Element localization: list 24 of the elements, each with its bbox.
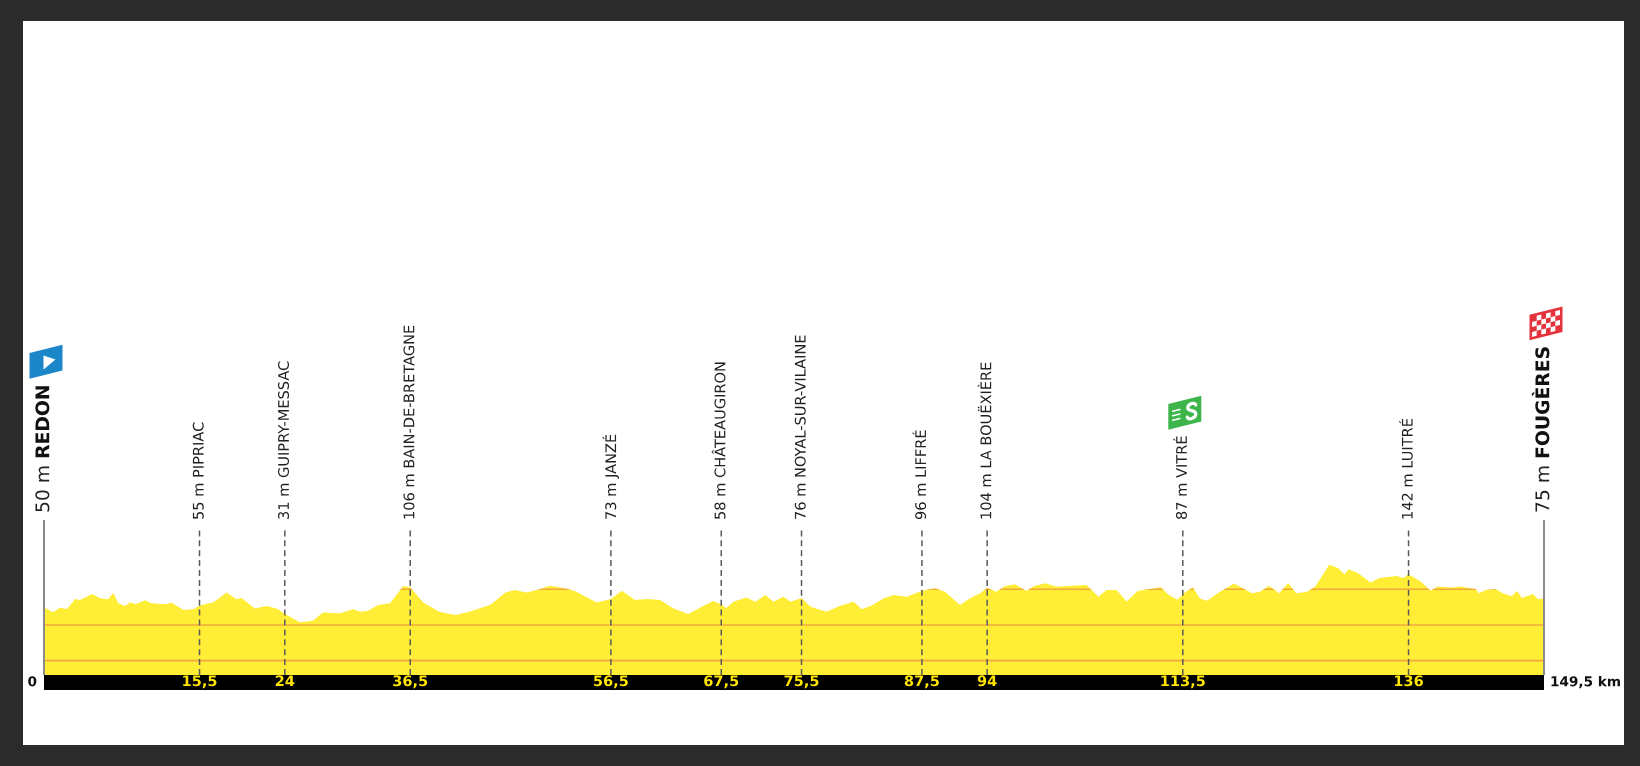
x-tick-label: 75,5 xyxy=(784,675,819,689)
ref-line-label: 104 m LA BOUËXIÈRE xyxy=(977,362,992,519)
x-tick-label: 15,5 xyxy=(183,675,217,689)
ref-line-label: 87 m VITRÉ xyxy=(1173,436,1188,520)
ref-line-label: 106 m BAIN-DE-BRETAGNE xyxy=(403,325,415,519)
ref-line-label: 73 m JANZÉ xyxy=(602,434,619,519)
ref-line-label: 50 m REDON xyxy=(35,386,50,512)
ref-line-label: 58 m CHÂTEAUGIRON xyxy=(711,362,726,519)
ref-line-label: 31 m GUIPRY-MESSAC xyxy=(278,361,290,519)
annotation: 149,5 km xyxy=(1551,675,1620,689)
ref-line-label: 76 m NOYAL-SUR-VILAINE xyxy=(794,335,806,519)
ref-line-label: 96 m LIFFRÉ xyxy=(912,430,927,520)
annotation: 0 xyxy=(28,676,37,687)
x-tick-label: 113,5 xyxy=(1161,675,1205,689)
x-tick-label: 136 xyxy=(1394,675,1423,687)
x-tick-label: 87,5 xyxy=(904,675,939,689)
ref-line-label: 55 m PIPRIAC xyxy=(192,422,204,519)
x-tick-label: 94 xyxy=(977,675,997,687)
x-tick-label: 67,5 xyxy=(704,675,739,689)
x-tick-label: 36,5 xyxy=(393,675,428,689)
ref-line-label: 142 m LUITRÉ xyxy=(1399,419,1413,519)
ref-line-label: 75 m FOUGÈRES xyxy=(1531,347,1550,512)
x-tick-label: 56,5 xyxy=(594,675,628,689)
x-tick-label: 24 xyxy=(275,675,295,687)
